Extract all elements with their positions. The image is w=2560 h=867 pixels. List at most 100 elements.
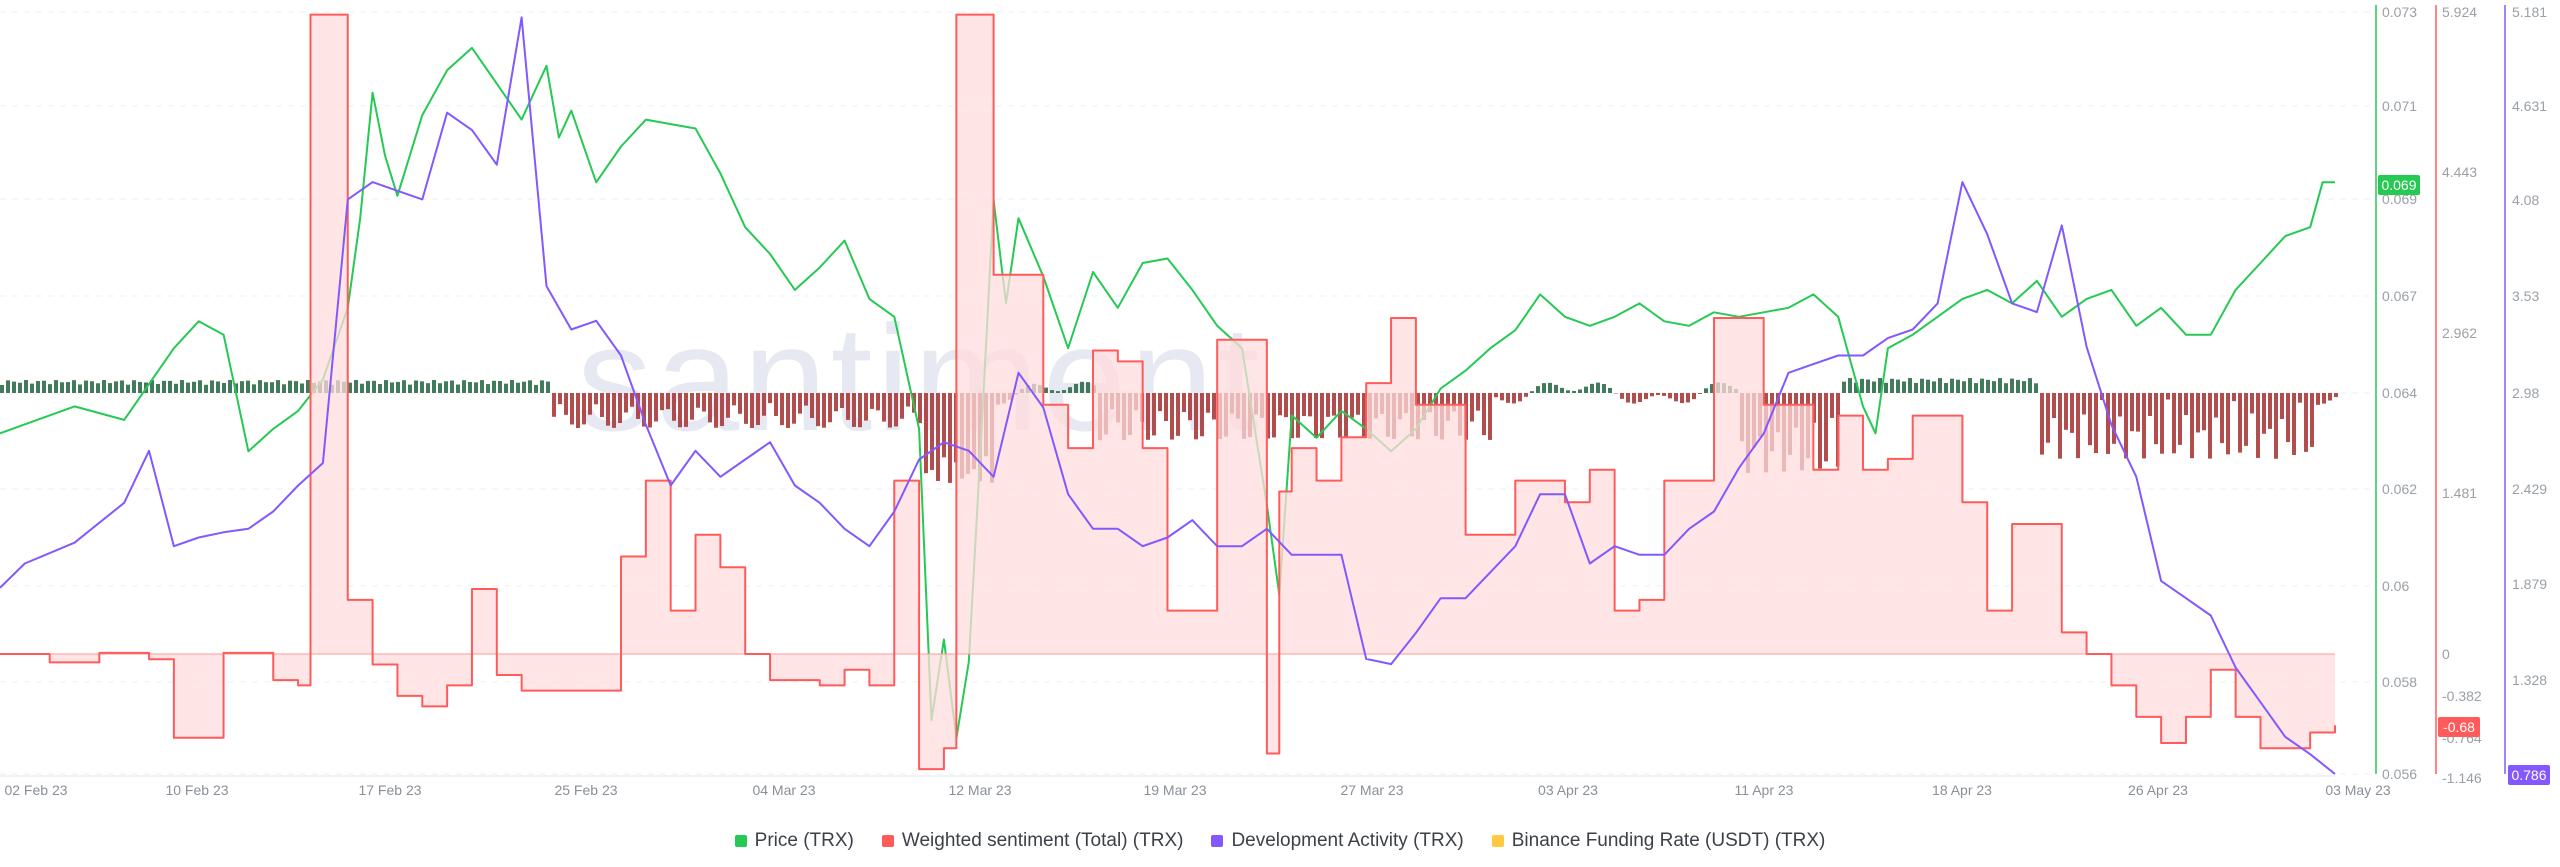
histogram-bar — [738, 393, 742, 414]
histogram-bar — [228, 380, 232, 393]
histogram-bar — [1578, 389, 1582, 393]
histogram-bar — [1512, 393, 1516, 404]
histogram-bar — [1608, 387, 1612, 393]
histogram-bar — [2274, 393, 2278, 459]
histogram-bar — [2016, 379, 2020, 393]
histogram-bar — [126, 384, 130, 393]
histogram-bar — [66, 382, 70, 393]
histogram-bar — [1182, 393, 1186, 412]
sentiment-tick-label: -0.382 — [2442, 688, 2482, 704]
histogram-bar — [666, 393, 670, 410]
legend-item[interactable]: Development Activity (TRX) — [1211, 830, 1464, 852]
histogram-bar — [708, 393, 712, 423]
histogram-bar — [1920, 378, 1924, 393]
histogram-bar — [1176, 393, 1180, 436]
histogram-bar — [1980, 378, 1984, 393]
histogram-bar — [690, 393, 694, 420]
histogram-bar — [1896, 379, 1900, 393]
histogram-bar — [354, 380, 358, 393]
histogram-bar — [2322, 393, 2326, 404]
histogram-bar — [1914, 382, 1918, 393]
price-tick-label: 0.056 — [2382, 766, 2417, 782]
x-tick-label: 12 Mar 23 — [948, 782, 1011, 798]
histogram-bar — [12, 381, 16, 393]
histogram-bar — [1284, 393, 1288, 418]
histogram-bar — [222, 382, 226, 393]
histogram-bar — [198, 380, 202, 393]
legend-item[interactable]: Price (TRX) — [734, 830, 854, 852]
histogram-bar — [720, 393, 724, 427]
development-tick-label: 4.08 — [2512, 192, 2539, 208]
histogram-bar — [1452, 393, 1456, 412]
histogram-bar — [528, 380, 532, 393]
histogram-bar — [2262, 393, 2266, 434]
histogram-bar — [1824, 393, 1828, 462]
histogram-bar — [1320, 393, 1324, 439]
histogram-bar — [450, 380, 454, 393]
histogram-bar — [834, 393, 838, 412]
histogram-bar — [612, 393, 616, 428]
histogram-bar — [2130, 393, 2134, 432]
histogram-bar — [1866, 379, 1870, 393]
development-tick-label: 2.98 — [2512, 385, 2539, 401]
histogram-bar — [1644, 393, 1648, 400]
histogram-bar — [2082, 393, 2086, 415]
histogram-bar — [2220, 393, 2224, 444]
histogram-bar — [438, 383, 442, 393]
x-tick-label: 26 Apr 23 — [2128, 782, 2188, 798]
histogram-bar — [1710, 384, 1714, 393]
histogram-bar — [1590, 383, 1594, 393]
histogram-bar — [1488, 393, 1492, 440]
sentiment-tick-label: 4.443 — [2442, 164, 2477, 180]
histogram-bar — [1668, 393, 1672, 399]
sentiment-area — [0, 14, 2335, 770]
legend-label: Binance Funding Rate (USDT) (TRX) — [1511, 830, 1826, 851]
histogram-bar — [636, 393, 640, 419]
histogram-bar — [534, 384, 538, 393]
histogram-bar — [1074, 383, 1078, 393]
histogram-bar — [264, 382, 268, 393]
histogram-bar — [372, 380, 376, 393]
histogram-bar — [756, 393, 760, 425]
x-tick-label: 18 Apr 23 — [1932, 782, 1992, 798]
histogram-bar — [246, 380, 250, 393]
histogram-bar — [786, 393, 790, 428]
histogram-bar — [750, 393, 754, 428]
histogram-bar — [1638, 393, 1642, 403]
histogram-bar — [1338, 393, 1342, 438]
legend-item[interactable]: Binance Funding Rate (USDT) (TRX) — [1491, 830, 1826, 852]
histogram-bar — [1968, 378, 1972, 393]
histogram-bar — [456, 384, 460, 393]
price-tick-label: 0.064 — [2382, 385, 2417, 401]
histogram-bar — [54, 380, 58, 393]
histogram-bar — [1362, 393, 1366, 438]
development-tick-label: 1.879 — [2512, 576, 2547, 592]
histogram-bar — [2064, 393, 2068, 430]
histogram-bar — [594, 393, 598, 405]
histogram-bar — [858, 393, 862, 428]
histogram-bar — [486, 384, 490, 393]
histogram-bar — [2094, 393, 2098, 454]
histogram-bar — [60, 382, 64, 393]
development-tick-label: 2.429 — [2512, 481, 2547, 497]
histogram-bar — [1674, 393, 1678, 402]
histogram-bar — [2304, 393, 2308, 452]
histogram-bar — [1842, 381, 1846, 393]
histogram-bar — [0, 385, 4, 393]
histogram-bar — [2316, 393, 2320, 405]
histogram-bar — [1572, 390, 1576, 393]
histogram-bar — [1326, 393, 1330, 417]
development-tick-label: 3.53 — [2512, 288, 2539, 304]
histogram-bar — [84, 380, 88, 393]
histogram-bar — [1548, 382, 1552, 393]
histogram-bar — [684, 393, 688, 427]
histogram-bar — [432, 380, 436, 393]
histogram-bar — [2058, 393, 2062, 459]
histogram-bar — [1152, 393, 1156, 436]
x-tick-label: 25 Feb 23 — [554, 782, 617, 798]
histogram-bar — [120, 380, 124, 393]
x-tick-label: 02 Feb 23 — [4, 782, 67, 798]
legend-item[interactable]: Weighted sentiment (Total) (TRX) — [881, 830, 1183, 852]
price-tick-label: 0.058 — [2382, 674, 2417, 690]
histogram-bar — [366, 380, 370, 393]
